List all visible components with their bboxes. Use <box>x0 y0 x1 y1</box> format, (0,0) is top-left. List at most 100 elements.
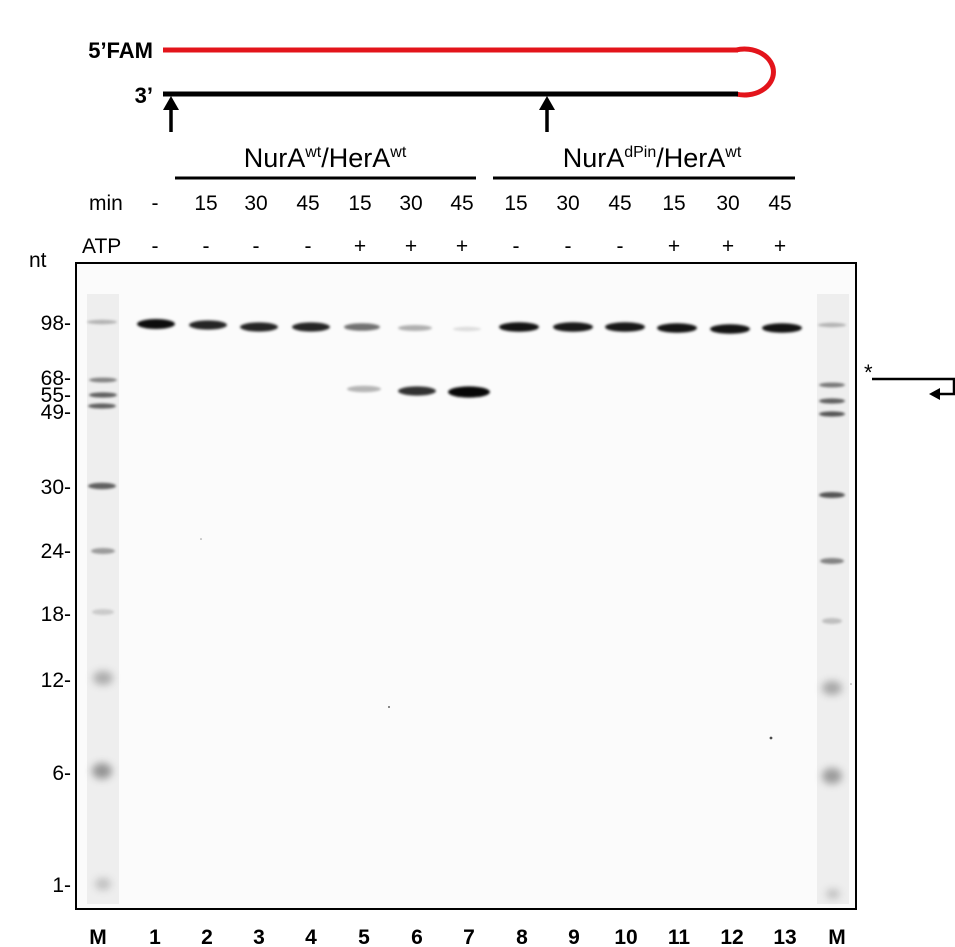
marker-band-24 <box>820 558 844 564</box>
atp-value: + <box>455 235 469 258</box>
marker-band-30 <box>819 492 845 498</box>
atp-value: + <box>353 235 367 258</box>
label-3prime: 3’ <box>134 83 153 108</box>
substrate-bands <box>137 319 802 334</box>
marker-label-68: 68- <box>40 367 71 390</box>
atp-value: - <box>304 235 312 258</box>
lane-number: 8 <box>516 926 528 947</box>
lane-number: 10 <box>614 926 638 947</box>
marker-band-1 <box>826 889 840 899</box>
marker-band-6 <box>822 768 842 784</box>
substrate-band-lane-7 <box>453 326 481 332</box>
marker-lane-right <box>818 322 846 624</box>
marker-band-12 <box>93 671 113 685</box>
substrate-band-lane-10 <box>605 322 645 332</box>
marker-lane-left <box>87 319 117 615</box>
marker-label-18: 18- <box>40 603 71 626</box>
row-label-min: min <box>89 192 123 215</box>
atp-value: - <box>564 235 572 258</box>
lane-number: 12 <box>720 926 744 947</box>
marker-band-1 <box>95 878 111 890</box>
lane-number: 13 <box>773 926 797 947</box>
lane-number: 3 <box>253 926 265 947</box>
substrate-band-lane-11 <box>657 323 697 333</box>
product-star: * <box>864 360 873 385</box>
min-value: 30 <box>399 192 423 215</box>
substrate-band-lane-8 <box>499 322 539 332</box>
marker-band-55 <box>819 398 845 404</box>
group-header-nura-dpin: NurAdPin/HerAwt <box>562 143 742 173</box>
min-value: 15 <box>662 192 686 215</box>
atp-value: + <box>404 235 418 258</box>
lane-number: 9 <box>568 926 580 947</box>
substrate-band-lane-9 <box>553 322 593 332</box>
min-value: 15 <box>504 192 528 215</box>
lane-number: 1 <box>149 926 161 947</box>
marker-label-6: 6- <box>52 762 71 785</box>
product-arrow <box>872 377 955 400</box>
atp-value: - <box>151 235 159 258</box>
group-header-nura-wt: NurAwt/HerAwt <box>243 143 407 173</box>
label-5prime-fam: 5’FAM <box>88 38 153 63</box>
lane-number: 5 <box>358 926 370 947</box>
cleavage-arrow-3prime <box>163 96 179 132</box>
marker-band-6 <box>92 763 112 779</box>
min-value: 45 <box>768 192 792 215</box>
min-value: 15 <box>194 192 218 215</box>
atp-value: + <box>721 235 735 258</box>
product-bands <box>347 385 490 398</box>
atp-value: - <box>252 235 260 258</box>
marker-band-68 <box>819 382 845 388</box>
lane-number: M <box>828 926 846 947</box>
marker-label-49: 49- <box>40 401 71 424</box>
lane-number: 4 <box>305 926 317 947</box>
min-value: 15 <box>348 192 372 215</box>
marker-label-30: 30- <box>40 476 71 499</box>
marker-band-24 <box>91 548 115 554</box>
marker-label-24: 24- <box>40 540 71 563</box>
substrate-band-lane-4 <box>292 322 330 332</box>
hairpin-loop <box>735 46 776 98</box>
marker-band-18 <box>822 618 842 624</box>
lane-number: 11 <box>667 926 691 947</box>
product-band-lane-6 <box>398 386 436 396</box>
substrate-band-lane-5 <box>344 323 380 331</box>
substrate-band-lane-6 <box>398 325 432 331</box>
marker-label-12: 12- <box>40 669 71 692</box>
marker-band-18 <box>92 609 114 615</box>
row-label-atp: ATP <box>82 235 122 258</box>
lane-number: M <box>89 926 107 947</box>
min-value: 45 <box>450 192 474 215</box>
marker-band-98 <box>818 322 846 328</box>
lane-number: 7 <box>463 926 475 947</box>
marker-band-49 <box>819 411 845 417</box>
lane-number: 6 <box>411 926 423 947</box>
substrate-band-lane-13 <box>762 323 802 333</box>
marker-band-68 <box>89 377 117 383</box>
min-value: 45 <box>608 192 632 215</box>
marker-label-98: 98- <box>40 312 71 335</box>
atp-value: + <box>667 235 681 258</box>
gel-image <box>75 262 857 910</box>
substrate-band-lane-1 <box>137 319 175 329</box>
min-value: 30 <box>556 192 580 215</box>
min-value: - <box>151 192 159 215</box>
atp-value: - <box>512 235 520 258</box>
marker-band-30 <box>88 482 116 490</box>
product-band-lane-7 <box>448 386 490 398</box>
atp-value: + <box>773 235 787 258</box>
marker-band-12 <box>822 681 842 695</box>
substrate-band-lane-3 <box>240 322 278 332</box>
min-value: 45 <box>296 192 320 215</box>
marker-band-98 <box>87 319 117 325</box>
marker-band-55 <box>89 392 117 398</box>
marker-label-1: 1- <box>52 874 71 897</box>
substrate-band-lane-12 <box>710 324 750 334</box>
lane-number: 2 <box>201 926 213 947</box>
cleavage-arrow-loop <box>539 96 555 132</box>
product-band-lane-5 <box>347 385 381 393</box>
marker-label-55: 55- <box>40 384 71 407</box>
min-value: 30 <box>244 192 268 215</box>
